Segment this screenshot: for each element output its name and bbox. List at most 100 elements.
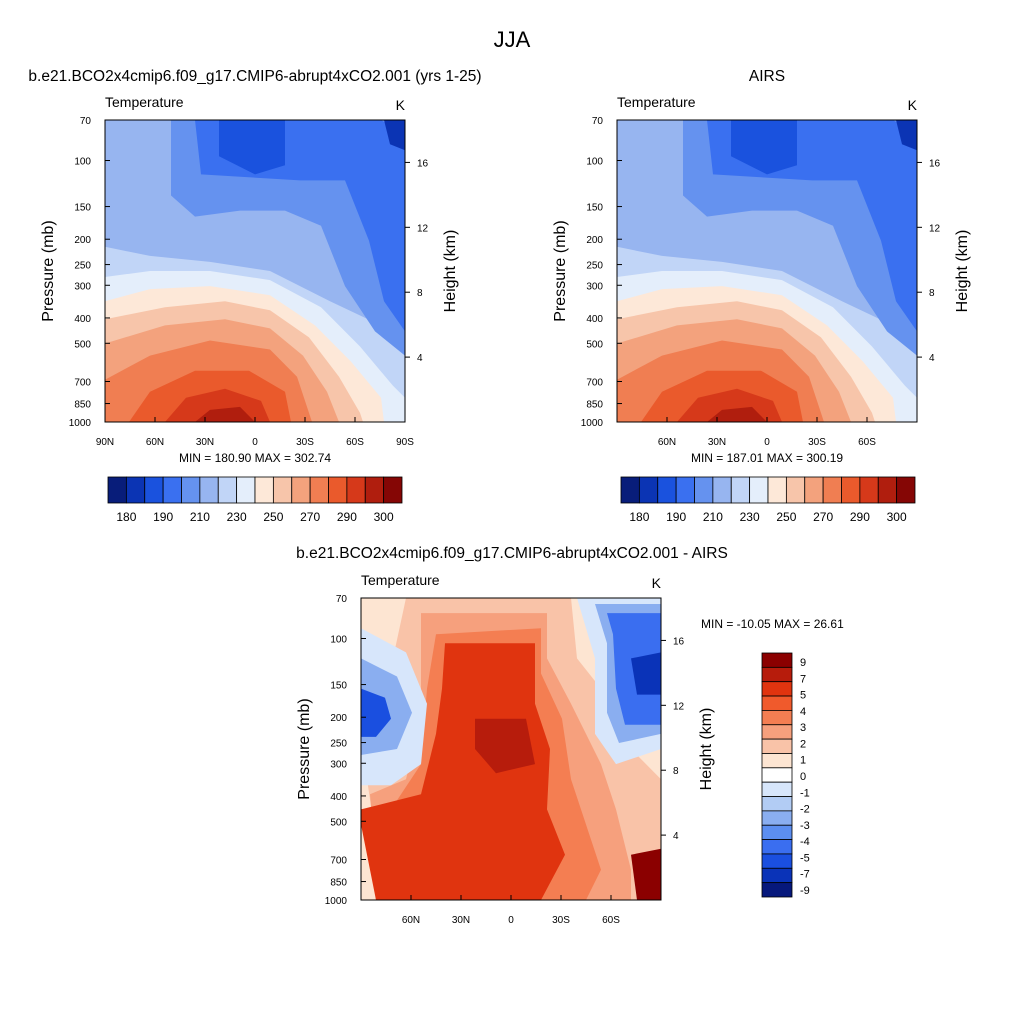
contour-band: [475, 718, 535, 774]
colorbar-label: -2: [800, 804, 810, 816]
y-tick-label: 200: [330, 713, 347, 724]
colorbar-swatch: [859, 476, 879, 504]
colorbar-swatch: [761, 867, 793, 884]
colorbar-swatch: [144, 476, 164, 504]
colorbar-label: 270: [300, 510, 320, 524]
colorbar-label: 230: [740, 510, 760, 524]
y-tick-label: 850: [586, 400, 603, 411]
y2-axis-title: Height (km): [442, 230, 459, 313]
y-tick-label: 400: [586, 314, 603, 325]
contour-band: [361, 688, 391, 737]
colorbar-label: -9: [800, 885, 810, 897]
colorbar-label: 230: [227, 510, 247, 524]
y-tick-label: 150: [330, 681, 347, 692]
x-tick-label: 30S: [552, 915, 570, 926]
colorbar-swatch: [364, 476, 385, 504]
panel-title: AIRS: [749, 68, 785, 85]
colorbar-label: 290: [850, 510, 870, 524]
colorbar-swatch: [346, 476, 366, 504]
colorbar-label: 270: [813, 510, 833, 524]
y-tick-label: 70: [336, 594, 348, 605]
colorbar-swatch: [767, 476, 787, 504]
colorbar-swatch: [749, 476, 769, 504]
colorbar-swatch: [761, 853, 793, 869]
y2-tick-label: 16: [417, 158, 429, 169]
contour-band: [707, 120, 917, 332]
y-axis-title: Pressure (mb): [296, 698, 313, 799]
colorbar-swatch: [638, 476, 659, 504]
colorbar-swatch: [125, 476, 146, 504]
colorbar-label: 1: [800, 755, 806, 767]
y-tick-label: 700: [330, 855, 347, 866]
colorbar-swatch: [761, 666, 793, 683]
colorbar-swatch: [620, 476, 640, 504]
x-tick-label: 0: [508, 915, 514, 926]
x-tick-label: 60S: [602, 915, 620, 926]
chart-panel-2: AIRS Temperature K 70 100 150 200 250 300 400 500 7…: [552, 68, 971, 524]
colorbar-swatch: [254, 476, 274, 504]
y2-axis-title: Height (km): [698, 708, 715, 791]
y-tick-label: 70: [592, 116, 604, 127]
colorbar-swatch: [328, 476, 348, 504]
contour-band: [384, 120, 405, 151]
colorbar-swatch: [657, 476, 677, 504]
y-tick-label: 70: [80, 116, 92, 127]
min-max-label: MIN = 187.01 MAX = 300.19: [691, 451, 843, 465]
y-tick-label: 500: [74, 339, 91, 350]
x-tick-label: 30N: [708, 437, 726, 448]
colorbar-label: -4: [800, 836, 810, 848]
colorbar-swatch: [761, 781, 793, 797]
colorbar-label: 190: [153, 510, 173, 524]
y-tick-label: 200: [586, 235, 603, 246]
y2-tick-label: 8: [929, 288, 935, 299]
colorbar: 180 190 210 230 250 270 290 300: [620, 476, 916, 524]
colorbar-swatch: [761, 681, 793, 697]
y-axis-title: Pressure (mb): [40, 220, 57, 321]
x-tick-label: 60S: [346, 437, 364, 448]
units-label: K: [652, 575, 662, 591]
contour-field: [361, 598, 661, 900]
colorbar-swatch: [877, 476, 898, 504]
contour-band: [707, 406, 767, 422]
colorbar-label: -5: [800, 852, 810, 864]
panel-title: b.e21.BCO2x4cmip6.f09_g17.CMIP6-abrupt4x…: [296, 545, 728, 562]
y-tick-label: 500: [586, 339, 603, 350]
y2-tick-label: 12: [673, 701, 685, 712]
y-tick-label: 500: [330, 817, 347, 828]
colorbar-swatch: [291, 476, 311, 504]
colorbar-swatch: [761, 695, 793, 711]
colorbar-swatch: [841, 476, 861, 504]
y2-tick-label: 4: [673, 831, 679, 842]
y-tick-label: 100: [586, 157, 603, 168]
y-tick-label: 150: [586, 203, 603, 214]
colorbar-swatch: [199, 476, 219, 504]
colorbar-label: 290: [337, 510, 357, 524]
colorbar-swatch: [181, 476, 201, 504]
colorbar-label: -1: [800, 787, 810, 799]
x-tick-label: 30S: [296, 437, 314, 448]
y-tick-label: 300: [330, 759, 347, 770]
units-label: K: [396, 97, 406, 113]
page-title: JJA: [494, 27, 531, 52]
x-tick-label: 30S: [808, 437, 826, 448]
colorbar-swatch: [383, 476, 403, 504]
x-tick-label: 30N: [452, 915, 470, 926]
colorbar-swatch: [761, 652, 793, 668]
colorbar-swatch: [761, 882, 793, 898]
y-tick-label: 700: [74, 377, 91, 388]
colorbar-swatch: [236, 476, 256, 504]
contour-band: [896, 120, 917, 151]
colorbar-swatch: [107, 476, 127, 504]
x-tick-label: 30N: [196, 437, 214, 448]
colorbar-label: 180: [116, 510, 136, 524]
colorbar-label: 300: [374, 510, 394, 524]
colorbar-label: 4: [800, 706, 806, 718]
variable-label: Temperature: [105, 94, 184, 110]
y-tick-label: 250: [330, 739, 347, 750]
colorbar-label: 210: [703, 510, 723, 524]
colorbar-swatch: [694, 476, 714, 504]
y-tick-label: 100: [74, 157, 91, 168]
colorbar-swatch: [217, 476, 238, 504]
colorbar-swatch: [761, 839, 793, 855]
